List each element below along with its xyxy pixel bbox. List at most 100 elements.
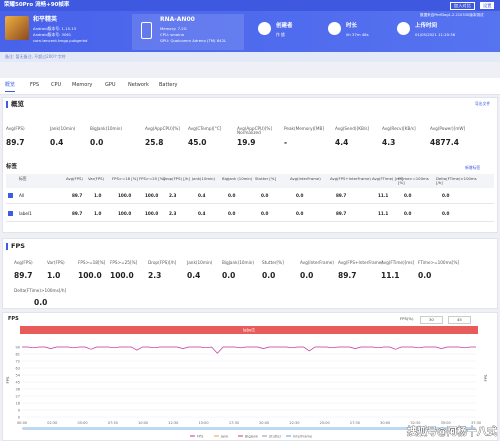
metric-label: BigJank(10min): [222, 260, 255, 265]
fps-line: [22, 346, 476, 354]
metric-value: 89.7: [6, 138, 25, 147]
column-header: Jank(10min): [192, 176, 216, 181]
y-tick-label: 54: [16, 373, 21, 377]
cell: 0.4: [198, 193, 206, 198]
tab[interactable]: 概览: [5, 83, 16, 92]
app-info: Android版本号: 1.15.13: [33, 26, 77, 31]
app-info: Android版本号: 3061: [33, 32, 72, 37]
cell: 89.7: [72, 193, 83, 198]
chart-title: FPS: [8, 316, 19, 322]
cell: 1.0: [94, 211, 102, 216]
data-source: 数据来自PerfDog1.2.210330版本测试: [420, 13, 484, 17]
tab[interactable]: Battery: [159, 82, 178, 88]
cell: 0.0: [296, 211, 304, 216]
x-tick-label: 12:30: [168, 421, 178, 425]
export-link[interactable]: 导出文件: [475, 101, 491, 106]
label-band-text: label1: [243, 328, 256, 333]
y-tick-label: 63: [16, 366, 20, 370]
cell: 0.0: [404, 211, 412, 216]
tab[interactable]: GPU: [105, 82, 116, 88]
table-header-bg: [6, 174, 494, 188]
y-tick-label: 0: [18, 415, 20, 419]
row-line: [6, 221, 494, 222]
fps-panel: [2, 238, 498, 309]
legend-label: BigJank: [245, 434, 259, 438]
metric-label: Avg(FPS+InterFrame): [338, 260, 383, 265]
watermark: 搜狐号@阿杨十八式: [407, 425, 497, 438]
cell: 100.0: [145, 193, 159, 198]
device-icon: [141, 22, 152, 39]
metric-label: Delta(FTime)>100ms[/h]: [14, 288, 67, 293]
cell: 0.0: [261, 193, 269, 198]
device-info: CPU: smalna: [160, 32, 184, 37]
metric-value: 0.0: [34, 298, 48, 307]
y-axis-label: FPS: [5, 376, 10, 383]
cell: 0.0: [228, 193, 236, 198]
scroll-bar: [22, 427, 476, 430]
metric-value: 0.0: [262, 271, 276, 280]
section-title: FPS: [6, 243, 25, 250]
cell: 89.7: [336, 193, 347, 198]
settings-button[interactable]: 设置: [480, 2, 495, 10]
row-line: [6, 203, 494, 204]
column-header: Avg(FTime) [ms]: [372, 176, 404, 181]
column-header: Avg(FPS+InterFrame): [330, 176, 371, 181]
app-icon: [5, 16, 29, 40]
column-header: 标签: [19, 176, 27, 181]
y-axis-label-right: FPS: [483, 374, 488, 381]
legend-label: InterFrame: [293, 434, 312, 438]
threshold-input[interactable]: 30: [420, 316, 443, 324]
metric-label: Avg(FTime)[ms]: [381, 260, 415, 265]
column-header: Avg(InterFrame): [290, 176, 321, 181]
metric-label: Peak(Memory)[MB]: [284, 126, 324, 131]
cell: 0.0: [228, 211, 236, 216]
metric-label: Var(FPS): [47, 260, 65, 265]
metric-label: Avg(Power)[mW]: [430, 126, 466, 131]
metric-label: Jank(10min): [50, 126, 76, 131]
upload-icon: [397, 22, 410, 35]
compare-button[interactable]: 加入对比: [450, 2, 475, 11]
overview-panel: [2, 97, 498, 233]
x-tick-label: 05:00: [77, 421, 87, 425]
metric-value: 4.4: [335, 138, 349, 147]
x-tick-label: 00:00: [17, 421, 27, 425]
metric-value: 19.9: [237, 138, 256, 147]
metric-label: Avg(InterFrame): [300, 260, 334, 265]
add-tag-link[interactable]: 新增标签: [465, 165, 481, 170]
tab[interactable]: Memory: [72, 82, 93, 88]
tab[interactable]: Network: [128, 82, 149, 88]
metric-label: Avg(FPS): [6, 126, 25, 131]
cell: 100.0: [118, 211, 132, 216]
threshold-input[interactable]: 45: [448, 316, 471, 324]
metric-value: 0.4: [50, 138, 64, 147]
cell: 89.7: [336, 211, 347, 216]
metric-value: 0.0: [222, 271, 236, 280]
row-checkbox[interactable]: [8, 211, 13, 216]
metric-label: Avg(AppCPU)[%] Normalized: [237, 126, 272, 136]
column-header: Avg(FPS): [66, 176, 83, 181]
column-header: FPS>=25 [%]: [139, 176, 165, 181]
tab[interactable]: CPU: [51, 82, 62, 88]
duration-value: 0h 37m 48s: [346, 32, 369, 37]
metric-label: Avg(AppCPU)[%]: [145, 126, 180, 131]
metric-label: BigJank(10min): [90, 126, 123, 131]
device-name: RNA-AN00: [160, 16, 195, 23]
y-tick-label: 18: [16, 401, 20, 405]
metric-value: 1.0: [47, 271, 61, 280]
metric-label: Avg(Send)[KB/s]: [335, 126, 370, 131]
metric-label: Jank(10min): [187, 260, 213, 265]
row-checkbox[interactable]: [8, 193, 13, 198]
metric-label: Avg(FPS): [14, 260, 33, 265]
app-title: 荣耀50Pro 流畅+90帧率: [4, 2, 70, 8]
metric-label: Avg(Recv)[KB/s]: [382, 126, 416, 131]
tab[interactable]: FPS: [30, 82, 40, 88]
device-info: Memory: 7.2G: [160, 26, 187, 31]
legend-label: Jank: [220, 434, 229, 438]
cell: 11.1: [378, 193, 389, 198]
app-info: com.tencent.tmgp.pubgmhd: [33, 38, 88, 43]
metric-value: 89.7: [14, 271, 33, 280]
metric-value: 2.3: [148, 271, 162, 280]
inputs-label: FPS(%): [400, 316, 414, 321]
x-tick-label: 10:00: [138, 421, 148, 425]
